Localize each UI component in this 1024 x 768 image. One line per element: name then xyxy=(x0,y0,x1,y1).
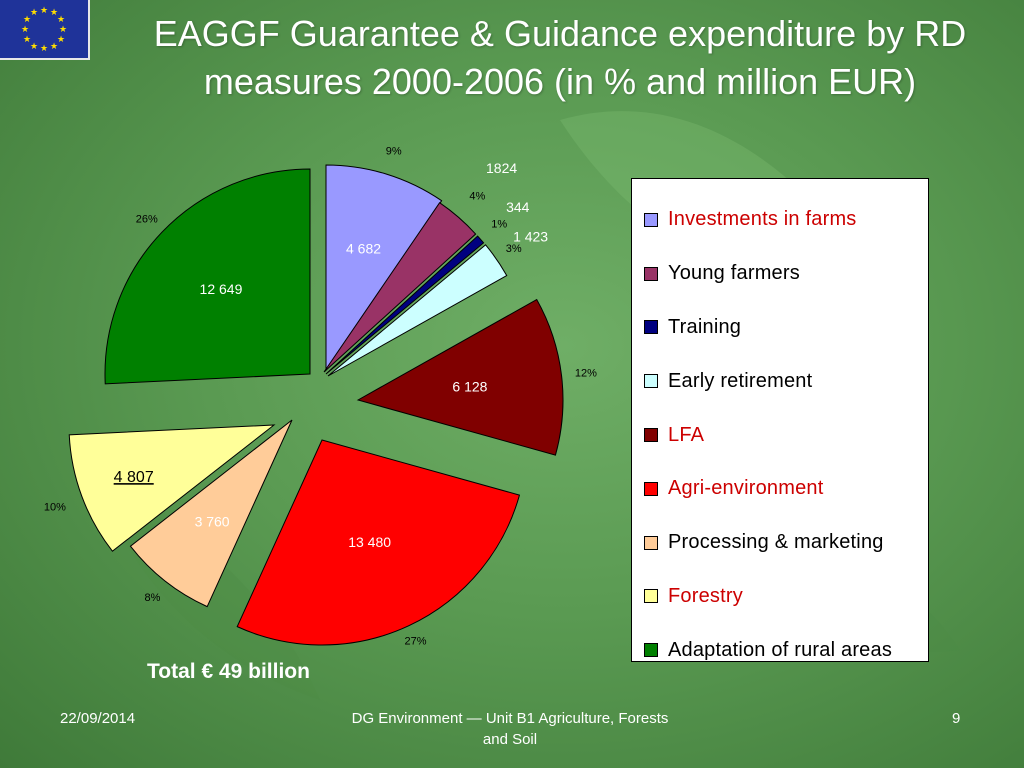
legend-label: Forestry xyxy=(668,584,743,607)
svg-text:★: ★ xyxy=(23,35,31,45)
legend-item-early-retirement: Early retirement xyxy=(644,354,928,408)
pie-slice-investments-in-farms xyxy=(325,164,443,372)
percent-label: 1% xyxy=(491,218,507,230)
legend-item-processing-marketing: Processing & marketing xyxy=(644,516,928,570)
legend-swatch xyxy=(644,428,658,443)
value-label: 3 760 xyxy=(195,513,230,529)
legend-label: Adaptation of rural areas xyxy=(668,638,893,661)
value-label: 4 807 xyxy=(114,469,154,486)
legend-swatch xyxy=(644,535,658,550)
pie-slice-adaptation-of-rural-areas xyxy=(104,168,311,385)
legend-label: Training xyxy=(668,315,742,338)
pie-slice-agri-environment xyxy=(236,439,521,646)
svg-text:★: ★ xyxy=(30,8,38,18)
legend-swatch xyxy=(644,481,658,496)
slide-title: EAGGF Guarantee & Guidance expenditure b… xyxy=(153,13,967,102)
legend-item-forestry: Forestry xyxy=(644,570,928,624)
value-label: 6 128 xyxy=(452,379,487,395)
svg-text:★: ★ xyxy=(50,8,58,18)
legend-label: Agri-environment xyxy=(668,477,824,500)
legend-label: LFA xyxy=(668,423,705,446)
svg-text:★: ★ xyxy=(57,35,65,45)
percent-label: 27% xyxy=(405,636,427,648)
value-label: 1824 xyxy=(486,160,517,176)
svg-text:★: ★ xyxy=(50,42,58,52)
svg-text:★: ★ xyxy=(40,44,48,54)
percent-label: 26% xyxy=(136,213,158,225)
value-label: 13 480 xyxy=(348,534,391,550)
svg-text:★: ★ xyxy=(23,15,31,25)
value-label: 4 682 xyxy=(346,241,381,257)
percent-label: 10% xyxy=(44,501,66,513)
svg-text:★: ★ xyxy=(30,42,38,52)
legend-swatch xyxy=(644,643,658,658)
page-number: 9 xyxy=(952,710,961,727)
percent-label: 12% xyxy=(575,368,597,380)
legend-label: Early retirement xyxy=(668,369,813,392)
legend-label: Investments in farms xyxy=(668,208,857,231)
svg-text:★: ★ xyxy=(21,25,29,35)
pie-slice-forestry xyxy=(68,424,276,552)
legend-swatch xyxy=(644,589,658,604)
pie-slice-early-retirement xyxy=(327,244,508,377)
total-label: Total € 49 billion xyxy=(147,660,310,683)
legend-item-agri-environment: Agri-environment xyxy=(644,462,928,516)
pie-slice-processing-marketing xyxy=(129,419,293,608)
legend-item-investments-in-farms: Investments in farms xyxy=(644,193,928,247)
footer-organisation: DG Environment — Unit B1 Agriculture, Fo… xyxy=(351,710,669,748)
legend-swatch xyxy=(644,374,658,389)
pie-slice-young-farmers xyxy=(323,202,477,373)
pie-slice-training xyxy=(325,235,485,375)
legend-item-young-farmers: Young farmers xyxy=(644,247,928,301)
percent-label: 4% xyxy=(469,191,485,203)
footer-date: 22/09/2014 xyxy=(60,710,136,727)
legend-label: Processing & marketing xyxy=(668,531,884,554)
legend-item-training: Training xyxy=(644,301,928,355)
value-label: 1 423 xyxy=(513,228,548,244)
eu-flag-logo: ★ ★ ★ ★ ★ ★ ★ ★ ★ ★ ★ ★ xyxy=(0,0,90,60)
legend-item-adaptation-of-rural-areas: Adaptation of rural areas xyxy=(644,623,928,677)
percent-label: 3% xyxy=(506,243,522,255)
svg-text:★: ★ xyxy=(40,6,48,16)
pie-slice-lfa xyxy=(356,298,564,456)
chart-legend: Investments in farms Young farmers Trainin… xyxy=(631,178,929,662)
legend-item-lfa: LFA xyxy=(644,408,928,462)
value-label: 12 649 xyxy=(200,281,243,297)
legend-swatch xyxy=(644,212,658,227)
percent-label: 9% xyxy=(386,146,402,158)
legend-swatch xyxy=(644,266,658,281)
legend-swatch xyxy=(644,320,658,335)
svg-text:★: ★ xyxy=(59,25,67,35)
svg-text:★: ★ xyxy=(57,15,65,25)
legend-label: Young farmers xyxy=(668,262,800,285)
value-label: 344 xyxy=(506,199,530,215)
percent-label: 8% xyxy=(145,592,161,604)
